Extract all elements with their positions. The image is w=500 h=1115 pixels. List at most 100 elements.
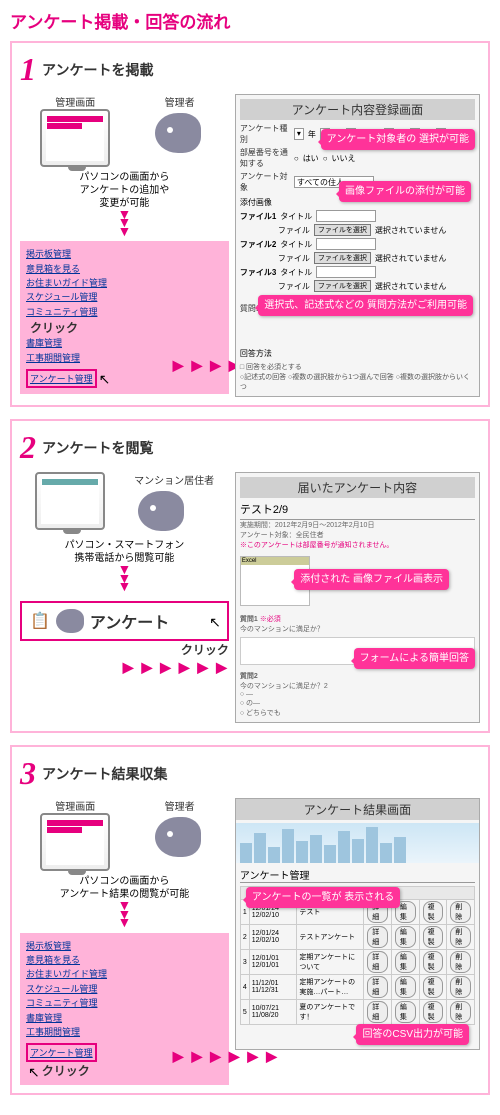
screenshot-register: アンケート内容登録画面 アンケート種別 ▾年 ▾月 ▾日 〜 ▾年 ▾月 ▾日 … (235, 94, 480, 397)
menu-item[interactable]: 掲示板管理 (26, 939, 223, 953)
callout-list: アンケートの一覧が 表示される (246, 887, 400, 908)
file-select-button[interactable]: ファイルを選択 (314, 252, 371, 264)
admin-user-label: 管理者 (151, 94, 209, 109)
monitor-icon (40, 109, 110, 167)
click-label: クリック (30, 321, 78, 335)
table-row: 411/12/01 11/12/31定期アンケートの実施…パート…詳細編集複製削… (240, 975, 474, 1000)
answer-header: 回答方法 (240, 348, 475, 359)
screenshot-results: アンケート結果画面 アンケート管理 アンケートの一覧が 表示される 期間タイトル… (235, 798, 480, 1050)
target: アンケート対象：全民住者 (240, 530, 475, 540)
page-title: アンケート掲載・回答の流れ (10, 8, 490, 33)
arrow-right-icon: ▶ ▶ ▶ ▶ ▶ ▶ (20, 659, 229, 676)
q1-text: 今のマンションに満足か？ (240, 624, 475, 634)
form-label: アンケート種別 (240, 123, 290, 145)
screenshot-received: 届いたアンケート内容 テスト2/9 実施期間：2012年2月9日〜2012年2月… (235, 472, 480, 723)
answer-options[interactable]: □ 回答を必須とする ○記述式の回答 ○複数の選択肢から1つ選んで回答 ○複数の… (240, 363, 475, 392)
caption-1: パソコンの画面から アンケートの追加や 変更が可能 (20, 171, 229, 210)
radio-option[interactable]: ○ — (240, 691, 475, 698)
monitor-icon (35, 472, 105, 530)
table-row: 212/01/24 12/02/10テストアンケート詳細編集複製削除 (240, 925, 474, 950)
required-mark: ※必須 (260, 616, 281, 623)
section-3: 3アンケート結果収集 管理画面 管理者 パソコンの画面から アンケート結果の閲覧… (10, 745, 490, 1095)
admin-screen-label: 管理画面 (40, 798, 110, 813)
arrow-down-icon: ▼ ▼ ▼ (20, 565, 229, 590)
callout-form: フォームによる簡単回答 (354, 648, 475, 669)
menu-item[interactable]: スケジュール管理 (26, 290, 223, 304)
q2-text: 今のマンションに満足か？2 (240, 681, 475, 691)
survey-button[interactable]: 📋 アンケート ↖ (20, 601, 229, 641)
file-label: ファイル1 (240, 211, 276, 222)
cursor-icon: ↖ (209, 614, 221, 631)
menu-highlight-survey[interactable]: アンケート管理 (26, 1043, 97, 1062)
monitor-icon (40, 813, 110, 871)
menu-item[interactable]: 工事期間管理 (26, 1025, 223, 1039)
admin-user-label: 管理者 (151, 798, 209, 813)
fish-icon (134, 487, 192, 535)
step-title-1: アンケートを掲載 (42, 60, 153, 80)
menu-item[interactable]: 書庫管理 (26, 1011, 223, 1025)
file-title-input[interactable] (316, 210, 376, 222)
callout-csv: 回答のCSV出力が可能 (356, 1024, 469, 1045)
table-row: 312/01/01 12/01/01定期アンケートについて詳細編集複製削除 (240, 950, 474, 975)
step-title-2: アンケートを閲覧 (42, 438, 153, 458)
copy-button[interactable]: 複製 (423, 901, 444, 923)
shot-title-3: アンケート結果画面 (236, 799, 479, 820)
menu-item[interactable]: 掲示板管理 (26, 247, 223, 261)
callout-target: アンケート対象者の 選択が可能 (321, 129, 475, 150)
callout-attach: 画像ファイルの添付が可能 (339, 181, 471, 202)
fish-icon (151, 813, 209, 861)
arrow-down-icon: ▼ ▼ ▼ (20, 901, 229, 926)
clipboard-icon: 📋 (30, 611, 50, 631)
shot-title-1: アンケート内容登録画面 (240, 99, 475, 120)
fish-small-icon (56, 609, 84, 633)
radio-yes[interactable]: はい (303, 153, 319, 164)
file-select-button[interactable]: ファイルを選択 (314, 224, 371, 236)
page: アンケート掲載・回答の流れ 1 アンケートを掲載 管理画面 管理者 パソコンの (0, 0, 500, 1115)
section-1: 1 アンケートを掲載 管理画面 管理者 パソコンの画面から アンケートの追加や … (10, 41, 490, 407)
survey-button-label: アンケート (90, 609, 201, 633)
note: ※このアンケートは部屋番号が通知されません。 (240, 540, 475, 550)
menu-item[interactable]: コミュニティ管理 (26, 305, 223, 319)
menu-item[interactable]: コミュニティ管理 (26, 996, 223, 1010)
file-label: ファイル3 (240, 267, 276, 278)
resident-label: マンション居住者 (134, 472, 214, 487)
section-1-header: 1 アンケートを掲載 (20, 51, 480, 88)
radio-option[interactable]: ○ の— (240, 698, 475, 708)
table-row: 510/07/21 11/08/20夏のアンケートです！詳細編集複製削除 (240, 1000, 474, 1025)
notify-label: 部屋番号を通知する (240, 147, 290, 169)
section-2: 2アンケートを閲覧 マンション居住者 パソコン・スマートフォン 携帯電話から閲覧… (10, 419, 490, 733)
fish-icon (151, 109, 209, 157)
menu-highlight-survey[interactable]: アンケート管理 (26, 369, 97, 388)
file-label: ファイル2 (240, 239, 276, 250)
skyline-banner (236, 823, 479, 863)
menu-item[interactable]: お住まいガイド管理 (26, 967, 223, 981)
click-label: クリック (181, 643, 229, 657)
q-label: 質問1 (240, 616, 258, 623)
admin-screen-label: 管理画面 (40, 94, 110, 109)
arrow-right-icon: ▶ ▶ ▶ ▶ ▶ ▶ (173, 1048, 279, 1065)
radio-no[interactable]: いいえ (332, 153, 356, 164)
menu-item[interactable]: 意見箱を見る (26, 262, 223, 276)
file-select-button[interactable]: ファイルを選択 (314, 280, 371, 292)
admin-menu: 掲示板管理 意見箱を見る お住まいガイド管理 スケジュール管理 コミュニティ管理… (20, 933, 229, 1086)
mgmt-title: アンケート管理 (240, 867, 475, 883)
q-label: 質問2 (240, 673, 258, 680)
menu-item[interactable]: 意見箱を見る (26, 953, 223, 967)
callout-image: 添付された 画像ファイル画表示 (294, 569, 449, 590)
menu-item[interactable]: 書庫管理 (26, 336, 223, 350)
survey-title: テスト2/9 (240, 501, 475, 520)
file-title-input[interactable] (316, 266, 376, 278)
period: 実施期間：2012年2月9日〜2012年2月10日 (240, 520, 475, 530)
delete-button[interactable]: 削除 (450, 901, 471, 923)
cursor-icon: ↖ (99, 371, 111, 388)
menu-item[interactable]: スケジュール管理 (26, 982, 223, 996)
step-number-1: 1 (20, 51, 36, 88)
file-title-input[interactable] (316, 238, 376, 250)
step-number-3: 3 (20, 755, 36, 792)
menu-item[interactable]: お住まいガイド管理 (26, 276, 223, 290)
shot-title-2: 届いたアンケート内容 (240, 477, 475, 498)
radio-option[interactable]: ○ どちらでも (240, 708, 475, 718)
year-select[interactable]: ▾ (294, 128, 304, 140)
click-label: クリック (42, 1064, 90, 1078)
admin-menu: 掲示板管理 意見箱を見る お住まいガイド管理 スケジュール管理 コミュニティ管理… (20, 241, 229, 394)
